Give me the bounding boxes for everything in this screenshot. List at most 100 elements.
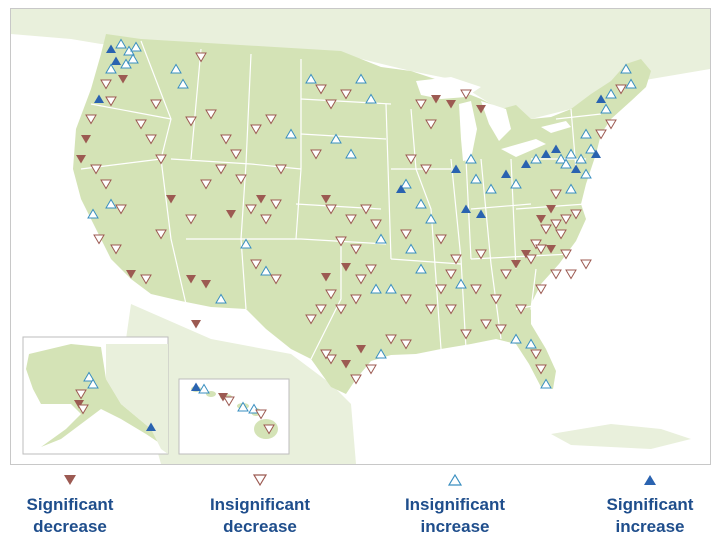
insignificant-decrease-marker [90,164,102,175]
insignificant-increase-marker [285,128,297,139]
insignificant-decrease-marker [400,294,412,305]
insignificant-decrease-marker [550,269,562,280]
insignificant-increase-marker [540,378,552,389]
insignificant-decrease-marker [315,304,327,315]
insignificant-decrease-marker [250,124,262,135]
insignificant-increase-marker [83,371,95,382]
insignificant-decrease-marker [93,234,105,245]
cuba-land [551,424,691,449]
legend-item-significant-decrease: Significant decrease [0,470,140,538]
significant-increase-marker [451,164,461,173]
insignificant-increase-marker [355,73,367,84]
insignificant-decrease-marker [515,304,527,315]
significant-decrease-marker [536,215,546,224]
insignificant-increase-marker [345,148,357,159]
significant-decrease-marker [118,75,128,84]
insignificant-decrease-marker [135,119,147,130]
insignificant-decrease-marker [580,259,592,270]
significant-increase-marker [191,382,201,391]
filled-down-triangle-icon [64,475,76,485]
insignificant-increase-marker [375,233,387,244]
insignificant-decrease-marker [270,274,282,285]
us-trend-map [11,9,710,464]
significant-decrease-marker [74,400,84,409]
insignificant-increase-marker [237,401,249,412]
insignificant-decrease-marker [350,244,362,255]
insignificant-decrease-marker [75,389,87,400]
insignificant-decrease-marker [155,229,167,240]
insignificant-increase-marker [415,263,427,274]
insignificant-decrease-marker [100,79,112,90]
insignificant-increase-marker [170,63,182,74]
insignificant-increase-marker [565,183,577,194]
insignificant-decrease-marker [535,364,547,375]
insignificant-decrease-marker [365,364,377,375]
insignificant-decrease-marker [255,409,267,420]
insignificant-decrease-marker [555,229,567,240]
canada-land [11,9,710,119]
significant-decrease-marker [76,155,86,164]
insignificant-decrease-marker [220,134,232,145]
insignificant-decrease-marker [490,294,502,305]
insignificant-decrease-marker [360,204,372,215]
insignificant-increase-marker [370,283,382,294]
insignificant-increase-marker [177,78,189,89]
insignificant-decrease-marker [385,334,397,345]
significant-increase-marker [94,94,104,103]
significant-decrease-marker [81,135,91,144]
significant-increase-marker [476,209,486,218]
significant-decrease-marker [431,95,441,104]
insignificant-decrease-marker [265,114,277,125]
insignificant-increase-marker [415,198,427,209]
significant-decrease-marker [341,360,351,369]
insignificant-increase-marker [405,243,417,254]
insignificant-decrease-marker [223,396,235,407]
insignificant-decrease-marker [355,274,367,285]
insignificant-decrease-marker [110,244,122,255]
insignificant-decrease-marker [195,52,207,63]
insignificant-increase-marker [215,293,227,304]
insignificant-decrease-marker [345,214,357,225]
insignificant-increase-marker [600,103,612,114]
insignificant-increase-marker [105,198,117,209]
lake-erie [501,139,546,157]
significant-decrease-marker [166,195,176,204]
significant-increase-marker [501,169,511,178]
insignificant-decrease-marker [155,154,167,165]
insignificant-increase-marker [425,213,437,224]
insignificant-decrease-marker [335,304,347,315]
insignificant-decrease-marker [415,99,427,110]
significant-increase-marker [396,184,406,193]
insignificant-decrease-marker [145,134,157,145]
insignificant-decrease-marker [445,269,457,280]
insignificant-decrease-marker [200,179,212,190]
insignificant-increase-marker [620,63,632,74]
legend-label: Significant increase [606,495,694,536]
insignificant-decrease-marker [85,114,97,125]
legend-label: Insignificant decrease [209,495,311,536]
insignificant-decrease-marker [470,284,482,295]
insignificant-decrease-marker [525,254,537,265]
insignificant-increase-marker [127,53,139,64]
legend-item-significant-increase: Significant increase [580,470,715,538]
insignificant-decrease-marker [250,259,262,270]
insignificant-decrease-marker [425,119,437,130]
insignificant-increase-marker [87,378,99,389]
significant-decrease-marker [521,250,531,259]
significant-decrease-marker [546,205,556,214]
insignificant-increase-marker [530,153,542,164]
open-down-triangle-icon [252,474,268,487]
insignificant-increase-marker [455,278,467,289]
insignificant-increase-marker [385,283,397,294]
significant-decrease-marker [446,100,456,109]
insignificant-increase-marker [330,133,342,144]
insignificant-decrease-marker [530,239,542,250]
significant-decrease-marker [256,195,266,204]
insignificant-increase-marker [130,41,142,52]
insignificant-decrease-marker [605,119,617,130]
insignificant-decrease-marker [150,99,162,110]
insignificant-decrease-marker [425,304,437,315]
insignificant-increase-marker [365,93,377,104]
significant-decrease-marker [511,260,521,269]
insignificant-increase-marker [525,338,537,349]
